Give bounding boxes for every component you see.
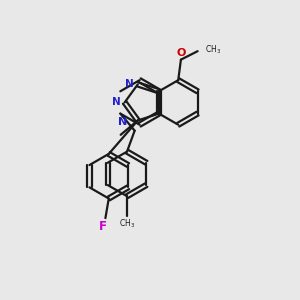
Text: CH$_3$: CH$_3$ <box>119 218 135 230</box>
Text: N: N <box>118 117 127 127</box>
Text: N: N <box>112 98 121 107</box>
Text: CH$_3$: CH$_3$ <box>205 44 221 56</box>
Text: N: N <box>125 80 134 89</box>
Text: O: O <box>176 48 186 58</box>
Text: F: F <box>99 220 107 233</box>
